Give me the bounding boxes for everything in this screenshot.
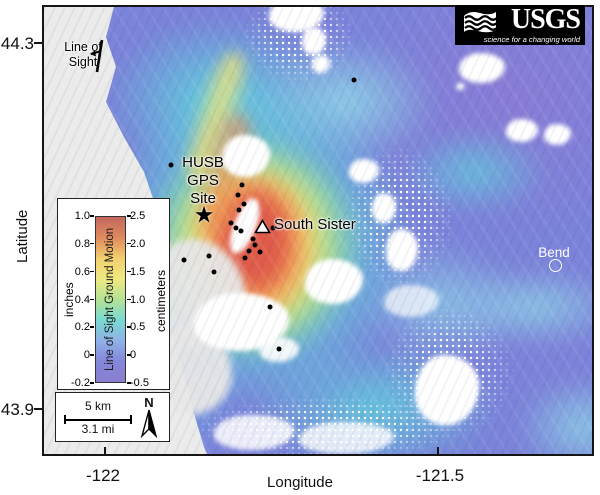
usgs-tagline: science for a changing world bbox=[483, 35, 580, 44]
seismicity-dot bbox=[276, 346, 282, 352]
legend-tick-label: 2.5 bbox=[130, 210, 146, 222]
line-of-sight-line2: Sight bbox=[68, 55, 98, 69]
bend-circle-icon bbox=[549, 259, 562, 272]
y-tick-label-43-9: 43.9 bbox=[0, 400, 34, 419]
legend-tick-label: 0.6 bbox=[74, 265, 90, 278]
seismicity-dot bbox=[351, 77, 357, 83]
legend-tick-mark bbox=[90, 242, 94, 245]
legend-tick-label: 2.0 bbox=[130, 237, 146, 250]
legend-tick-label: 0.4 bbox=[74, 293, 90, 306]
x-axis-title: Longitude bbox=[267, 474, 333, 491]
seismicity-dot bbox=[228, 220, 234, 226]
legend-tick-label: 1.0 bbox=[130, 293, 146, 306]
seismicity-dot bbox=[242, 255, 248, 261]
gps-site-label: HUSB GPS Site bbox=[170, 154, 236, 208]
legend-tick-label: 1.0 bbox=[74, 210, 90, 222]
legend-tick-label: 1.5 bbox=[130, 265, 146, 278]
seismicity-dot bbox=[206, 253, 212, 259]
legend-tick-mark bbox=[127, 298, 131, 300]
seismicity-dot bbox=[233, 225, 239, 231]
scale-mi-label: 3.1 mi bbox=[81, 422, 115, 436]
seismicity-dot bbox=[168, 162, 174, 168]
seismicity-dot bbox=[246, 248, 252, 254]
north-arrow-icon bbox=[140, 409, 158, 438]
south-sister-triangle-icon bbox=[254, 219, 271, 234]
color-scale-legend: inches centimeters Line of Sight Ground … bbox=[57, 198, 170, 390]
gps-site-line1: HUSB bbox=[182, 154, 224, 171]
seismicity-layer bbox=[44, 7, 592, 454]
legend-tick-mark bbox=[90, 326, 94, 328]
seismicity-dot bbox=[270, 225, 276, 231]
gps-site-line3: Site bbox=[190, 190, 216, 207]
usgs-wordmark: USGS bbox=[510, 4, 581, 35]
legend-tick-label: 0.8 bbox=[74, 237, 90, 250]
seismicity-dot bbox=[235, 192, 241, 198]
legend-tick-mark bbox=[127, 270, 131, 273]
legend-tick-mark bbox=[127, 215, 131, 217]
seismicity-dot bbox=[241, 201, 247, 207]
scale-bar-end-right bbox=[130, 415, 132, 424]
legend-tick-mark bbox=[90, 215, 94, 217]
seismicity-dot bbox=[211, 269, 217, 275]
seismicity-dot bbox=[239, 182, 245, 188]
legend-tick-mark bbox=[127, 354, 131, 356]
legend-tick-label: 0 bbox=[83, 349, 90, 362]
south-sister-label: South Sister bbox=[274, 216, 356, 233]
legend-tick-mark bbox=[90, 270, 94, 273]
y-tick-mark-44-3 bbox=[34, 42, 42, 44]
y-axis-title: Latitude bbox=[14, 209, 31, 263]
legend-tick-label: -0.2 bbox=[71, 377, 90, 389]
gps-site-line2: GPS bbox=[187, 172, 219, 189]
legend-tick-mark bbox=[127, 242, 131, 245]
seismicity-dot bbox=[267, 304, 273, 310]
line-of-sight-arrow-icon bbox=[90, 39, 104, 73]
legend-tick-label: 0.2 bbox=[74, 321, 90, 334]
y-tick-mark-43-9 bbox=[34, 408, 42, 410]
colorbar bbox=[95, 216, 126, 383]
x-tick-mark-121-5 bbox=[437, 447, 439, 454]
scale-km-label: 5 km bbox=[84, 399, 111, 413]
legend-tick-mark bbox=[127, 382, 131, 384]
x-tick-mark-122 bbox=[104, 447, 106, 454]
legend-tick-label: 0 bbox=[130, 349, 137, 362]
scale-bar-end-left bbox=[64, 415, 66, 424]
gps-station-star-icon: ★ bbox=[193, 201, 215, 228]
legend-tick-mark bbox=[90, 298, 94, 300]
x-tick-label-121-5: -121.5 bbox=[415, 466, 465, 485]
usgs-wave-icon bbox=[464, 12, 498, 33]
bend-label: Bend bbox=[538, 245, 570, 260]
legend-tick-mark bbox=[90, 382, 94, 384]
seismicity-dot bbox=[257, 249, 263, 255]
legend-tick-label: -0.5 bbox=[130, 377, 149, 389]
scale-bar-line bbox=[64, 419, 132, 421]
legend-tick-label: 0.5 bbox=[130, 321, 146, 334]
legend-tick-mark bbox=[127, 326, 131, 328]
seismicity-dot bbox=[238, 228, 244, 234]
seismicity-dot bbox=[250, 236, 256, 242]
y-tick-label-44-3: 44.3 bbox=[0, 34, 34, 53]
line-of-sight-line1: Line of bbox=[64, 40, 102, 54]
scale-bar-box: 5 km 3.1 mi N bbox=[55, 392, 170, 442]
north-label: N bbox=[144, 395, 154, 410]
line-of-sight-label: Line of Sight bbox=[54, 40, 112, 70]
seismicity-dot bbox=[181, 257, 187, 263]
colorbar-title: Line of Sight Ground Motion bbox=[104, 227, 116, 371]
legend-tick-mark bbox=[90, 354, 94, 356]
seismicity-dot bbox=[236, 207, 242, 213]
seismicity-dot bbox=[252, 242, 258, 248]
incoherence-patches bbox=[44, 7, 592, 454]
usgs-logo: USGS science for a changing world bbox=[455, 4, 585, 45]
x-tick-label-122: -122 bbox=[85, 466, 121, 485]
